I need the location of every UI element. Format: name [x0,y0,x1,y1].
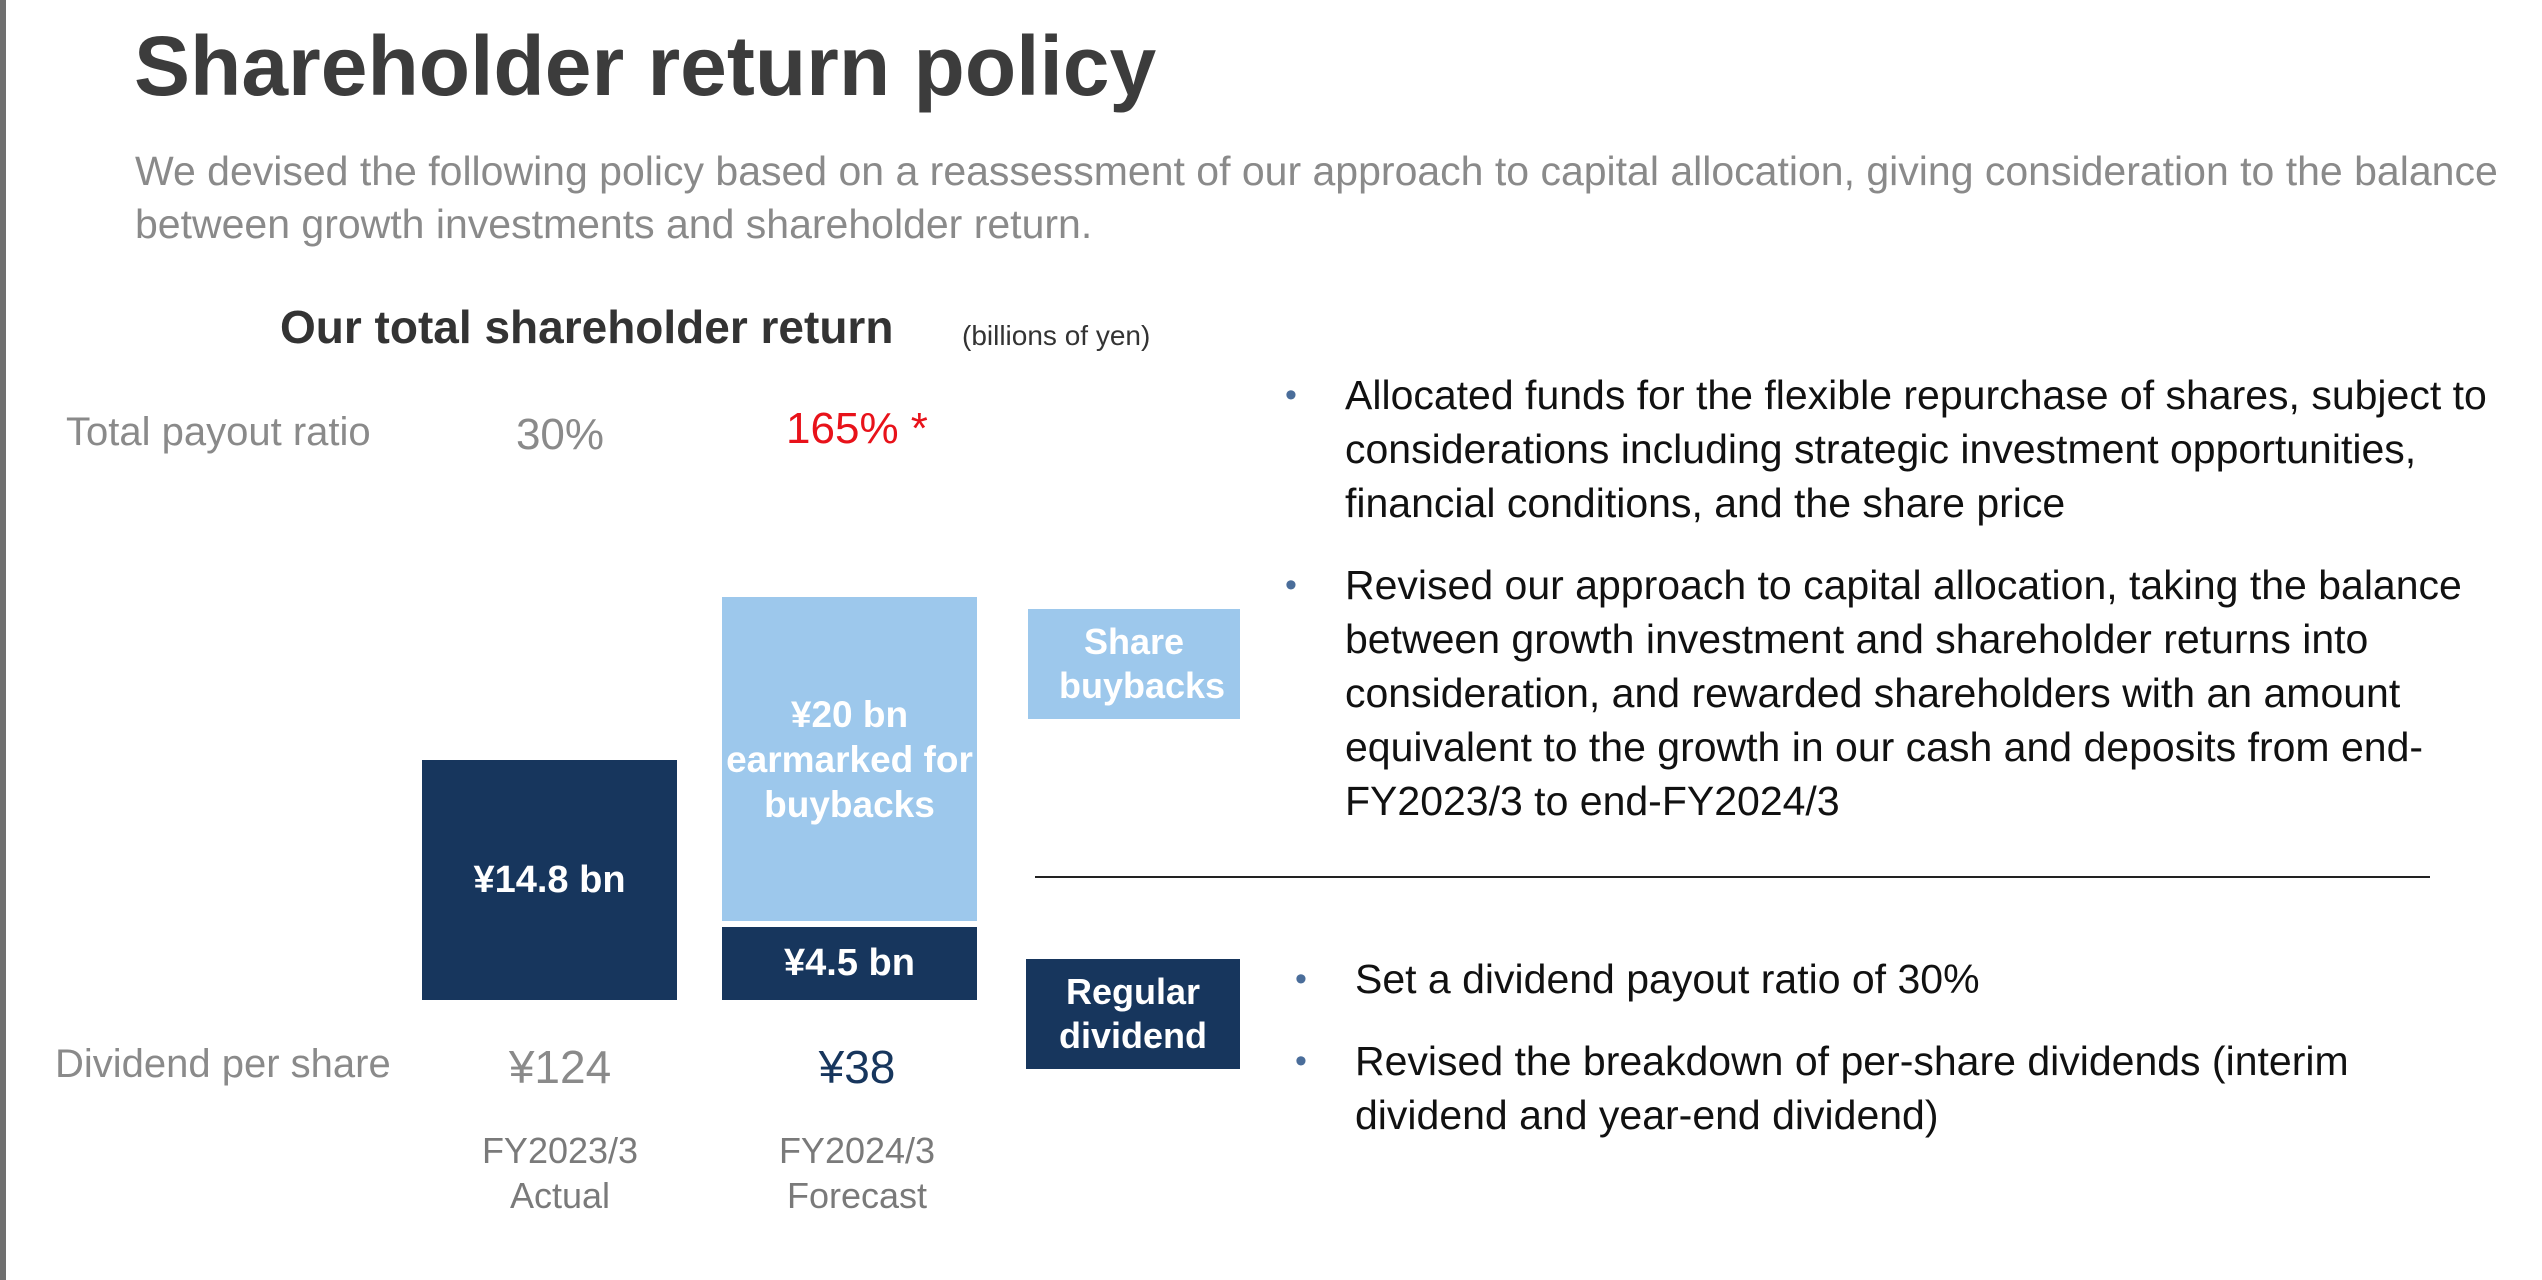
bar-fy2024-share-buybacks: ¥20 bn earmarked for buybacks [722,597,977,922]
bar-fy2023-regular-dividend: ¥14.8 bn [422,760,677,1000]
legend-share-buybacks-label: Share buybacks [1059,621,1226,706]
payout-ratio-fy2024: 165% * [786,404,928,453]
dividend-note-1: • Set a dividend payout ratio of 30% [1295,952,2395,1006]
bar-label-fy2024-regular-dividend: ¥4.5 bn [784,942,915,985]
legend-regular-dividend-label: Regular dividend [1058,971,1207,1056]
category-label-fy2023-type: Actual [509,1175,611,1216]
chart-unit: (billions of yen) [962,320,1151,351]
dps-fy2024: ¥38 [818,1041,896,1093]
legend-regular-dividend: Regular dividend [1026,959,1240,1069]
bullet-icon: • [1295,1042,1307,1080]
chart-title: Our total shareholder return [280,301,894,353]
category-label-fy2024-year: FY2024/3 [778,1130,936,1171]
bar-label-fy2024-share-buybacks: ¥20 bn earmarked for buybacks [726,693,973,825]
category-label-fy2024: FY2024/3 Forecast [707,1128,1007,1218]
bullet-icon: • [1295,960,1307,998]
left-edge-bar [0,0,6,1280]
bullet-icon: • [1285,566,1297,604]
dps-fy2023: ¥124 [508,1041,612,1093]
category-label-fy2024-type: Forecast [786,1175,928,1216]
buyback-note-1: • Allocated funds for the flexible repurc… [1285,368,2515,530]
payout-ratio-label: Total payout ratio [66,410,371,454]
dividend-note-2: • Revised the breakdown of per-share divi… [1295,1034,2395,1142]
bar-label-fy2023-regular-dividend: ¥14.8 bn [473,858,626,901]
page-title: Shareholder return policy [134,19,1157,113]
section-divider [1035,876,2430,878]
legend-share-buybacks: Share buybacks [1028,609,1240,719]
dividend-per-share-label: Dividend per share [55,1042,391,1086]
buyback-notes: • Allocated funds for the flexible repurc… [1285,368,2515,856]
page-subtitle: We devised the following policy based on… [135,148,2498,247]
buyback-note-2: • Revised our approach to capital allocat… [1285,558,2515,828]
payout-ratio-fy2023: 30% [515,410,605,459]
bar-fy2024-regular-dividend: ¥4.5 bn [722,927,977,1000]
dividend-notes: • Set a dividend payout ratio of 30% • Rev… [1295,952,2395,1170]
bullet-icon: • [1285,376,1297,414]
category-label-fy2023: FY2023/3 Actual [410,1128,710,1218]
category-label-fy2023-year: FY2023/3 [481,1130,639,1171]
